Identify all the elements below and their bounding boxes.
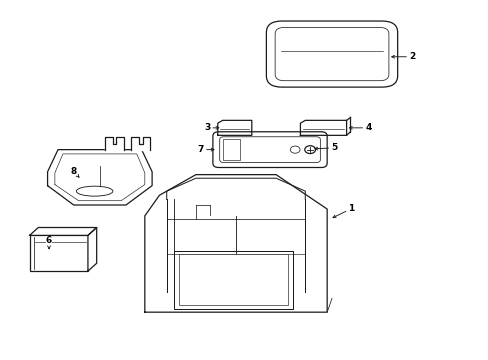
Polygon shape xyxy=(131,138,150,150)
Polygon shape xyxy=(300,120,346,135)
Ellipse shape xyxy=(76,186,113,196)
Text: 7: 7 xyxy=(197,145,214,154)
Text: 5: 5 xyxy=(314,143,337,152)
Polygon shape xyxy=(30,228,97,235)
Polygon shape xyxy=(105,138,123,150)
Circle shape xyxy=(304,146,315,154)
FancyBboxPatch shape xyxy=(275,27,388,81)
Polygon shape xyxy=(88,228,97,271)
Polygon shape xyxy=(47,150,152,205)
Text: 4: 4 xyxy=(349,123,371,132)
Polygon shape xyxy=(144,175,326,312)
Bar xyxy=(30,235,88,271)
FancyBboxPatch shape xyxy=(219,137,320,162)
Bar xyxy=(222,139,239,160)
Circle shape xyxy=(290,146,300,153)
Text: 3: 3 xyxy=(203,123,219,132)
FancyBboxPatch shape xyxy=(212,132,326,167)
Bar xyxy=(174,251,292,309)
Text: 6: 6 xyxy=(46,236,52,249)
Text: 1: 1 xyxy=(332,204,354,218)
Polygon shape xyxy=(217,120,251,135)
Text: 8: 8 xyxy=(70,167,79,177)
Text: 2: 2 xyxy=(391,52,414,61)
FancyBboxPatch shape xyxy=(266,21,397,87)
Bar xyxy=(179,255,287,305)
